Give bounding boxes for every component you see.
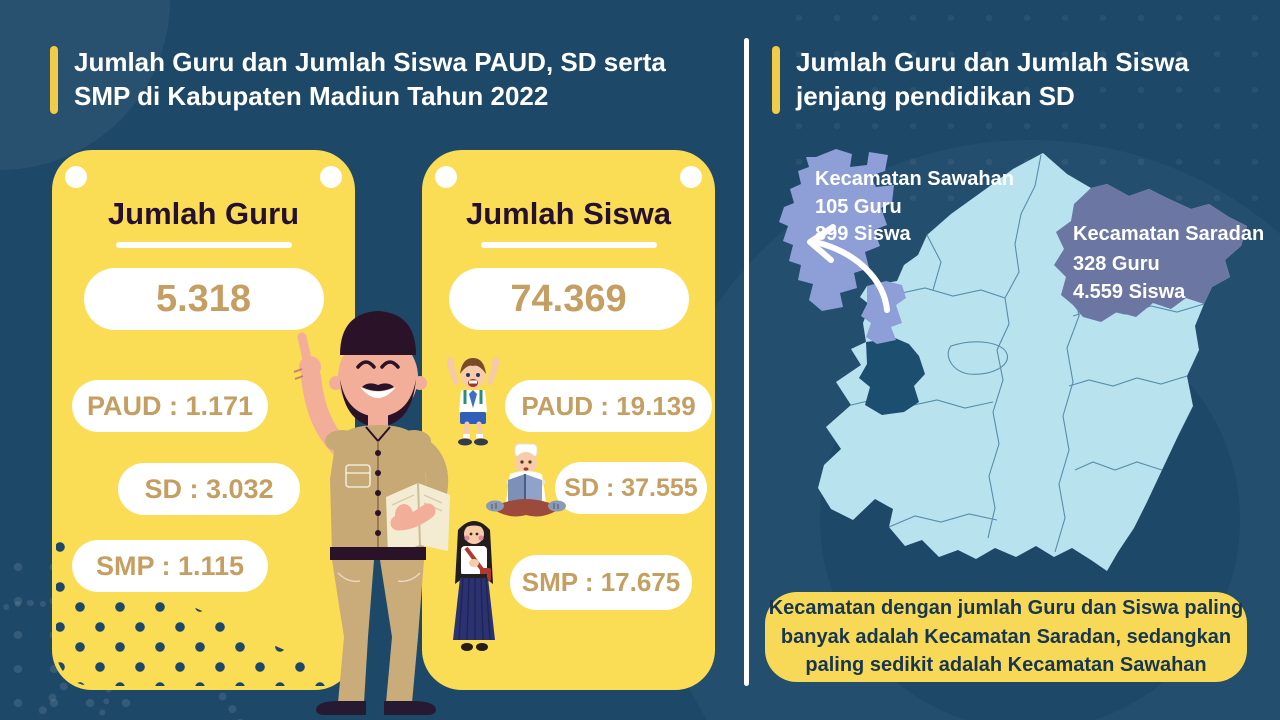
left-title-line2: SMP di Kabupaten Madiun Tahun 2022: [74, 80, 549, 111]
saradan-name: Kecamatan Saradan: [1073, 223, 1264, 245]
card-pin-dot: [680, 166, 702, 188]
siswa-smp-pill: SMP : 17.675: [510, 555, 692, 610]
saradan-guru: 328 Guru: [1073, 253, 1160, 275]
teacher-illustration: [293, 311, 450, 715]
note-line3: paling sedikit adalah Kecamatan Sawahan: [805, 654, 1207, 677]
sawahan-guru: 105 Guru: [815, 196, 902, 218]
sawahan-district: [861, 281, 906, 344]
right-title-text: Jumlah Guru dan Jumlah Siswa jenjang pen…: [796, 46, 1189, 114]
sawahan-siswa: 899 Siswa: [815, 223, 912, 245]
card-pin-dot: [435, 166, 457, 188]
boy-reading-illustration: [486, 443, 566, 517]
siswa-total-value: 74.369: [448, 268, 689, 330]
card-pin-dot: [320, 166, 342, 188]
yellow-accent-bar: [772, 46, 780, 114]
guru-smp-pill: SMP : 1.115: [72, 540, 268, 592]
siswa-sd-pill: SD : 37.555: [555, 462, 707, 514]
title-underline: [115, 242, 292, 248]
saradan-label: Kecamatan Saradan 328 Guru 4.559 Siswa: [1073, 223, 1264, 303]
card-pin-dot: [65, 166, 87, 188]
right-title-line2: jenjang pendidikan SD: [796, 80, 1075, 111]
left-title-text: Jumlah Guru dan Jumlah Siswa PAUD, SD se…: [74, 46, 666, 114]
siswa-paud-pill: PAUD : 19.139: [505, 380, 712, 432]
left-title-line1: Jumlah Guru dan Jumlah Siswa PAUD, SD se…: [74, 47, 666, 77]
dark-district: [859, 338, 925, 415]
schoolgirl-illustration: [453, 521, 495, 651]
title-underline: [480, 242, 657, 248]
right-title-line1: Jumlah Guru dan Jumlah Siswa: [796, 47, 1189, 77]
callout-arrow: [807, 224, 890, 313]
guru-card: Jumlah Guru 5.318 PAUD : 1.171 SD : 3.03…: [52, 150, 355, 690]
left-panel-title: Jumlah Guru dan Jumlah Siswa PAUD, SD se…: [50, 46, 710, 114]
sawahan-callout-shape: [779, 149, 894, 311]
yellow-accent-bar: [50, 46, 58, 114]
guru-card-title: Jumlah Guru: [107, 196, 300, 231]
guru-paud-pill: PAUD : 1.171: [72, 380, 268, 432]
note-line2: banyak adalah Kecamatan Saradan, sedangk…: [780, 625, 1232, 648]
kabupaten-madiun-map: Kecamatan Sawahan 105 Guru 899 Siswa Kec…: [755, 128, 1275, 593]
cheering-schoolboy-illustration: [447, 357, 499, 446]
conclusion-note: Kecamatan dengan jumlah Guru dan Siswa p…: [765, 592, 1247, 682]
sawahan-name: Kecamatan Sawahan: [815, 168, 1014, 190]
saradan-siswa: 4.559 Siswa: [1073, 281, 1186, 303]
siswa-card-title: Jumlah Siswa: [465, 196, 672, 231]
right-panel-title: Jumlah Guru dan Jumlah Siswa jenjang pen…: [772, 46, 1252, 114]
guru-total-value: 5.318: [83, 268, 324, 330]
guru-sd-pill: SD : 3.032: [118, 463, 300, 515]
note-line1: Kecamatan dengan jumlah Guru dan Siswa p…: [768, 597, 1244, 620]
sawahan-label: Kecamatan Sawahan 105 Guru 899 Siswa: [815, 168, 1014, 245]
saradan-district: [1054, 184, 1247, 322]
panel-divider: [744, 38, 749, 686]
